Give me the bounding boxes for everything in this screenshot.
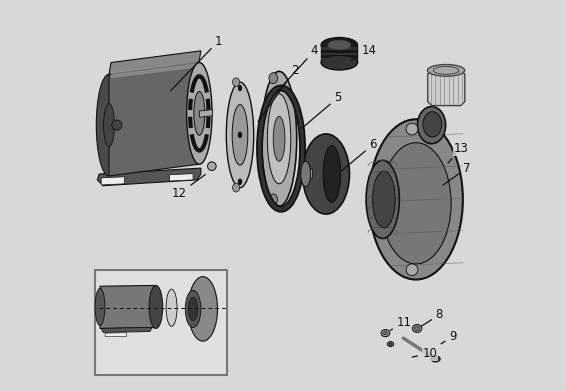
- Ellipse shape: [414, 326, 419, 330]
- Ellipse shape: [372, 171, 395, 228]
- Text: 14: 14: [351, 44, 376, 61]
- Ellipse shape: [149, 285, 163, 328]
- Ellipse shape: [104, 104, 114, 147]
- Ellipse shape: [321, 55, 358, 70]
- Ellipse shape: [389, 343, 392, 345]
- Ellipse shape: [238, 85, 242, 91]
- Polygon shape: [321, 47, 357, 50]
- Circle shape: [406, 264, 418, 276]
- Ellipse shape: [232, 104, 248, 165]
- Polygon shape: [97, 168, 201, 186]
- Ellipse shape: [366, 160, 400, 239]
- Polygon shape: [305, 169, 312, 179]
- Polygon shape: [109, 51, 201, 74]
- Circle shape: [112, 120, 122, 130]
- Polygon shape: [100, 285, 156, 328]
- Ellipse shape: [185, 290, 201, 328]
- Ellipse shape: [226, 82, 254, 188]
- Ellipse shape: [269, 73, 277, 84]
- Text: 2: 2: [258, 64, 298, 122]
- Ellipse shape: [267, 94, 291, 184]
- Circle shape: [208, 162, 216, 170]
- Ellipse shape: [381, 143, 451, 264]
- Polygon shape: [111, 62, 199, 78]
- Ellipse shape: [238, 132, 242, 138]
- Polygon shape: [105, 333, 127, 337]
- Text: 13: 13: [448, 142, 468, 163]
- Ellipse shape: [269, 194, 277, 205]
- Text: 4: 4: [278, 44, 318, 91]
- Text: 7: 7: [443, 161, 470, 185]
- Polygon shape: [101, 177, 125, 185]
- Ellipse shape: [303, 134, 349, 214]
- Ellipse shape: [369, 119, 463, 280]
- Text: 5: 5: [302, 91, 341, 128]
- Ellipse shape: [238, 179, 242, 185]
- Ellipse shape: [261, 71, 297, 206]
- Polygon shape: [428, 70, 465, 106]
- Polygon shape: [321, 45, 357, 63]
- Ellipse shape: [423, 111, 441, 137]
- Polygon shape: [321, 53, 357, 55]
- Ellipse shape: [427, 65, 465, 76]
- Ellipse shape: [188, 297, 198, 321]
- Ellipse shape: [301, 161, 311, 187]
- Polygon shape: [321, 58, 357, 60]
- Ellipse shape: [384, 332, 387, 335]
- Polygon shape: [199, 109, 213, 117]
- Circle shape: [406, 123, 418, 135]
- Text: 1: 1: [170, 34, 222, 91]
- Ellipse shape: [194, 91, 205, 135]
- Text: 10: 10: [412, 347, 437, 361]
- Ellipse shape: [387, 342, 394, 346]
- Text: 12: 12: [172, 174, 205, 200]
- Text: 6: 6: [341, 138, 377, 171]
- Ellipse shape: [381, 330, 390, 337]
- Polygon shape: [170, 174, 193, 181]
- Ellipse shape: [434, 66, 459, 74]
- Ellipse shape: [95, 289, 105, 325]
- Ellipse shape: [431, 356, 440, 362]
- Ellipse shape: [187, 63, 212, 164]
- Ellipse shape: [273, 116, 285, 161]
- Polygon shape: [101, 327, 152, 332]
- Ellipse shape: [233, 78, 239, 86]
- Ellipse shape: [321, 38, 358, 52]
- Ellipse shape: [166, 289, 177, 326]
- Ellipse shape: [188, 277, 217, 341]
- Ellipse shape: [96, 74, 122, 176]
- Ellipse shape: [328, 40, 351, 50]
- Text: 8: 8: [422, 308, 443, 326]
- Ellipse shape: [323, 145, 341, 202]
- Ellipse shape: [413, 325, 422, 332]
- Text: 9: 9: [441, 330, 457, 344]
- Ellipse shape: [233, 183, 239, 192]
- FancyBboxPatch shape: [95, 270, 228, 375]
- Ellipse shape: [418, 106, 445, 143]
- Polygon shape: [109, 63, 199, 176]
- Text: 11: 11: [390, 316, 411, 330]
